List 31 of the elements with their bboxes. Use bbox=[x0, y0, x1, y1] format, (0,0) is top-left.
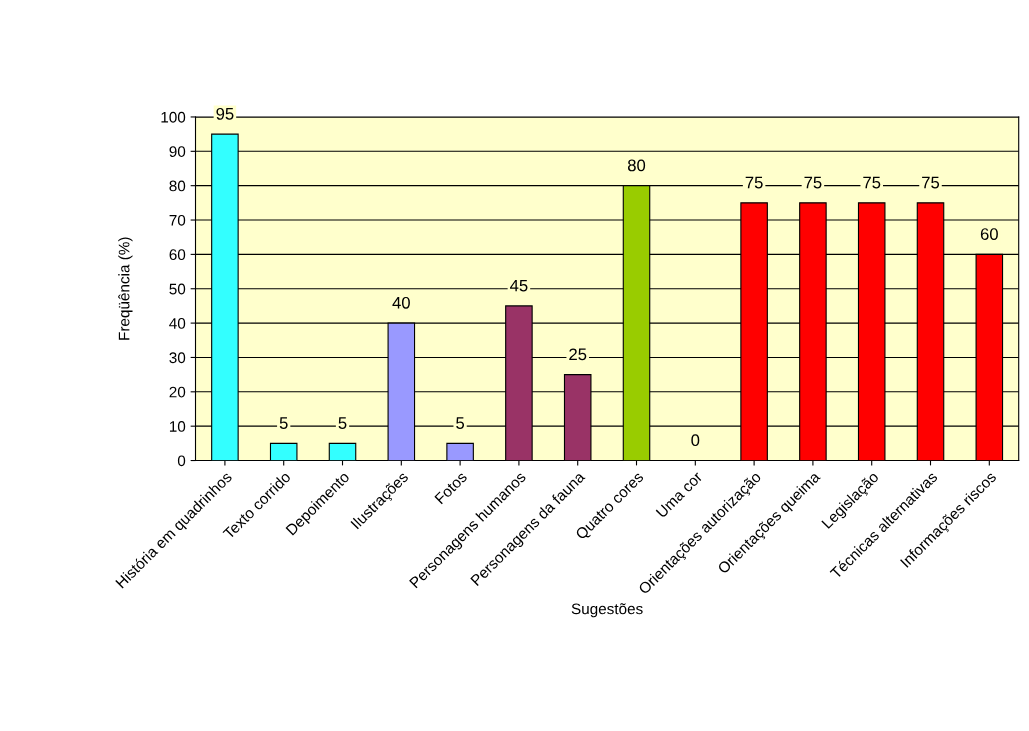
data-label: 80 bbox=[627, 159, 646, 172]
data-label: 75 bbox=[863, 176, 881, 189]
y-tick-label: 30 bbox=[169, 352, 186, 364]
y-tick-label: 0 bbox=[177, 455, 186, 467]
y-tick-label: 70 bbox=[169, 214, 186, 226]
y-tick-label: 40 bbox=[169, 317, 186, 329]
data-label: 5 bbox=[279, 417, 288, 429]
x-axis-title: Sugestões bbox=[571, 603, 643, 618]
y-tick-label: 60 bbox=[169, 249, 186, 261]
y-tick-label: 20 bbox=[169, 386, 186, 398]
data-label: 45 bbox=[510, 279, 528, 292]
data-label: 75 bbox=[745, 176, 763, 189]
bar bbox=[446, 442, 474, 461]
x-tick-label: Uma cor bbox=[655, 470, 704, 519]
data-label: 0 bbox=[691, 434, 700, 447]
data-label: 5 bbox=[338, 417, 347, 429]
data-label: 25 bbox=[569, 348, 587, 361]
bar bbox=[269, 442, 298, 461]
bar bbox=[328, 442, 357, 461]
y-tick-label: 10 bbox=[169, 421, 186, 432]
y-axis-title: Freqüência (%) bbox=[118, 237, 133, 340]
data-label: 60 bbox=[980, 228, 998, 240]
data-label: 95 bbox=[216, 107, 234, 120]
data-label: 75 bbox=[922, 176, 940, 189]
data-label: 40 bbox=[392, 296, 410, 309]
data-label: 5 bbox=[456, 417, 465, 429]
data-label: 75 bbox=[804, 176, 822, 189]
y-tick-label: 80 bbox=[169, 180, 186, 192]
y-tick-label: 100 bbox=[161, 111, 186, 123]
y-tick-label: 50 bbox=[169, 283, 186, 295]
y-tick-label: 90 bbox=[169, 146, 186, 157]
